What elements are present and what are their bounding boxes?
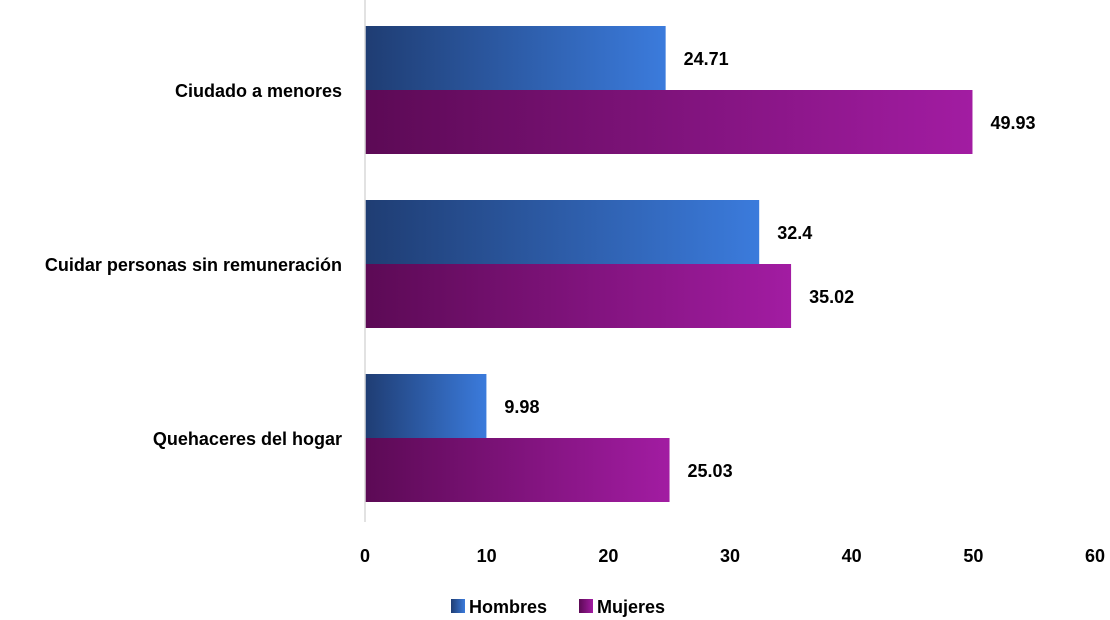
x-tick-label: 50 (963, 546, 983, 566)
category-label: Cuidar personas sin remuneración (45, 255, 342, 275)
x-tick-label: 20 (598, 546, 618, 566)
data-label: 32.4 (777, 223, 812, 243)
data-label: 9.98 (504, 397, 539, 417)
bar-mujeres (365, 264, 792, 328)
x-axis-ticks: 0 10 20 30 40 50 60 (360, 546, 1105, 566)
x-tick-label: 10 (477, 546, 497, 566)
category-label: Quehaceres del hogar (153, 429, 342, 449)
legend: Hombres Mujeres (451, 597, 665, 617)
legend-swatch-mujeres (579, 599, 593, 613)
data-label: 35.02 (809, 287, 854, 307)
x-tick-label: 60 (1085, 546, 1105, 566)
legend-swatch-hombres (451, 599, 465, 613)
data-label: 25.03 (688, 461, 733, 481)
bars-layer (365, 26, 973, 502)
bar-mujeres (365, 438, 670, 502)
category-label: Ciudado a menores (175, 81, 342, 101)
bar-hombres (365, 200, 760, 264)
data-label: 24.71 (684, 49, 729, 69)
legend-label-hombres: Hombres (469, 597, 547, 617)
bar-hombres (365, 26, 666, 90)
labels-layer: Ciudado a menores 24.71 49.93 Cuidar person… (45, 49, 1036, 481)
bar-hombres (365, 374, 487, 438)
x-tick-label: 30 (720, 546, 740, 566)
x-tick-label: 40 (842, 546, 862, 566)
data-label: 49.93 (990, 113, 1035, 133)
x-tick-label: 0 (360, 546, 370, 566)
legend-label-mujeres: Mujeres (597, 597, 665, 617)
bar-mujeres (365, 90, 973, 154)
